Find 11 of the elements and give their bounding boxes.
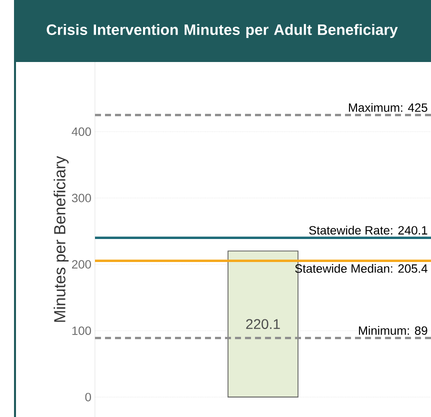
y-axis-title: Minutes per Beneficiary (54, 156, 69, 322)
ref-line-label: Maximum: 425 (348, 103, 428, 112)
y-tick-label: 400 (72, 127, 92, 136)
ref-line-label: Statewide Rate: 240.1 (309, 226, 428, 235)
y-tick-label: 0 (85, 392, 92, 402)
y-tick-label: 100 (72, 326, 92, 335)
y-tick-label: 300 (72, 194, 92, 202)
ref-line-label: Minimum: 89 (358, 326, 428, 335)
chart-title: Crisis Intervention Minutes per Adult Beneficiary (46, 24, 398, 38)
data-label: 220.1 (246, 319, 280, 330)
y-tick-label: 200 (72, 260, 92, 269)
